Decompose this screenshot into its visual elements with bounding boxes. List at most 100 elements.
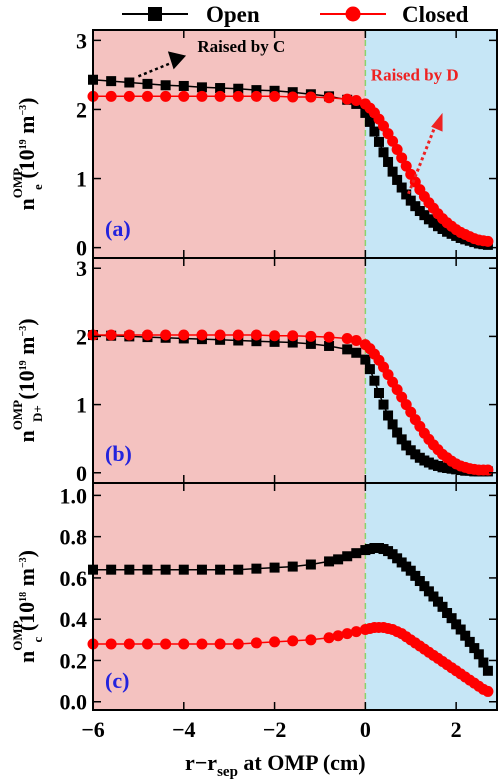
panel-tag: (b) [105, 441, 132, 466]
closed-data-point [123, 638, 135, 650]
open-data-point [178, 564, 189, 575]
open-data-point [396, 434, 407, 445]
open-data-point [464, 636, 475, 647]
open-data-point [333, 554, 344, 565]
y-axis-label-main: n [14, 430, 39, 442]
open-data-point [124, 564, 135, 575]
confined-region [93, 483, 366, 710]
y-tick-label: 2 [76, 97, 87, 122]
y-axis-label-exp: 19 [18, 139, 29, 149]
closed-data-point [269, 330, 281, 342]
open-data-point [196, 564, 207, 575]
closed-data-point [160, 329, 172, 341]
y-tick-label: 0.6 [60, 566, 88, 591]
confined-region [93, 30, 366, 258]
x-tick-label: −4 [172, 717, 196, 742]
open-data-point [233, 564, 244, 575]
open-data-point [215, 83, 226, 94]
x-tick-label: −2 [263, 717, 287, 742]
closed-data-point [341, 332, 353, 344]
y-tick-label: 0 [76, 461, 87, 486]
closed-data-point [160, 638, 172, 650]
open-data-point [473, 649, 484, 660]
open-data-point [178, 80, 189, 91]
x-tick-label: 0 [360, 717, 371, 742]
open-data-point [233, 83, 244, 94]
open-data-point [478, 657, 489, 668]
open-data-point [287, 337, 298, 348]
open-data-point [423, 586, 434, 597]
closed-data-point [391, 144, 403, 156]
y-tick-label: 3 [76, 28, 87, 53]
y-axis-label-close: ) [14, 97, 39, 104]
closed-data-point [105, 329, 117, 341]
y-axis-label-exp: 18 [18, 592, 29, 602]
x-axis-label-sub: sep [217, 764, 238, 780]
open-data-point [432, 596, 443, 607]
open-data-point [428, 591, 439, 602]
open-data-point [414, 576, 425, 587]
panel-b: 0 1 2 3 (b) nOMP D+ (1019 m−3) [10, 256, 498, 486]
y-tick-label: 1 [76, 393, 87, 418]
closed-data-point [214, 638, 226, 650]
open-data-point [342, 344, 353, 355]
y-axis-label-exp: 19 [18, 360, 29, 370]
annotations: Raised by C Raised by D [137, 37, 459, 195]
closed-data-point [332, 630, 344, 642]
open-data-point [106, 76, 117, 87]
closed-data-point [287, 635, 299, 647]
x-axis-label: r−rsep at OMP (cm) [185, 750, 366, 780]
panel-a: 0 1 2 3 (a) nOMP e (1019 m−3) [10, 28, 498, 261]
closed-data-point [305, 634, 317, 646]
open-data-point [401, 189, 412, 200]
y-axis-label-main: n [14, 198, 39, 210]
closed-data-point [350, 335, 362, 346]
closed-data-point [350, 94, 362, 106]
y-axis-label-sub: c [30, 636, 45, 642]
open-data-point [396, 182, 407, 193]
open-data-point [419, 581, 430, 592]
open-data-point [446, 613, 457, 624]
y-axis-label-exp2: −3 [18, 326, 29, 337]
closed-data-point [232, 638, 244, 650]
legend-closed-label: Closed [402, 2, 469, 27]
y-axis-label-unit: (10 [14, 602, 39, 637]
open-data-point [383, 156, 394, 167]
y-axis-label-exp2: −3 [18, 105, 29, 116]
panel-tag: (a) [105, 216, 131, 241]
open-data-point [364, 364, 375, 375]
closed-data-point [350, 626, 362, 638]
open-data-point [387, 419, 398, 430]
y-axis-label-sup: OMP [10, 400, 25, 430]
closed-data-point [269, 90, 281, 102]
open-data-point [269, 562, 280, 573]
closed-data-point [323, 632, 335, 644]
open-data-point [305, 559, 316, 570]
open-data-point [196, 82, 207, 93]
closed-data-point [396, 152, 408, 164]
x-axis-label-main: r−r [185, 750, 217, 775]
closed-data-point [160, 90, 172, 102]
y-axis-label-unit: (10 [14, 149, 39, 184]
y-tick-label: 0.4 [60, 607, 88, 632]
open-data-point [378, 399, 389, 410]
closed-data-point [482, 235, 494, 247]
open-data-point [124, 77, 135, 88]
y-axis-label-unit: (10 [14, 370, 39, 405]
open-data-point [482, 665, 493, 676]
open-data-point [373, 136, 384, 147]
closed-data-point [123, 329, 135, 341]
closed-data-point [178, 329, 190, 341]
x-tick-label: −6 [81, 717, 105, 742]
annotation-raised-by-c: Raised by C [197, 37, 285, 56]
open-data-point [373, 388, 384, 398]
open-data-point [351, 548, 362, 559]
open-data-point [369, 126, 380, 137]
legend: Open Closed [122, 2, 469, 27]
open-data-point [251, 563, 262, 574]
confined-region [93, 258, 366, 483]
open-data-point [360, 107, 371, 118]
y-axis-label-sup: OMP [10, 620, 25, 650]
open-data-point [360, 354, 371, 365]
